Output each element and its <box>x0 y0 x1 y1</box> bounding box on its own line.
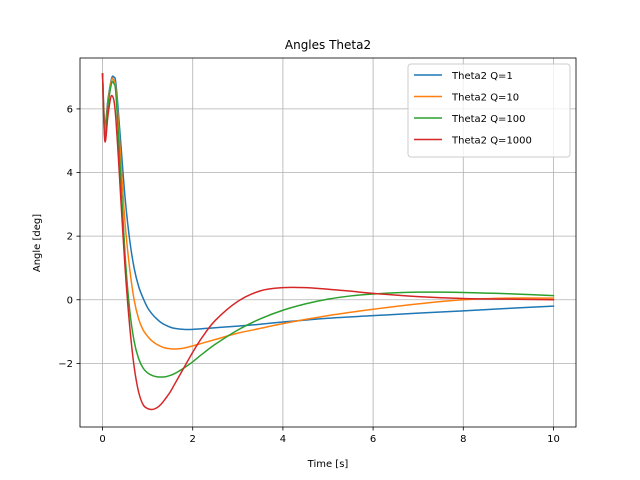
y-tick-label: −2 <box>58 359 73 370</box>
legend-label: Theta2 Q=1000 <box>451 136 532 147</box>
axis-ticks: 0 2 4 6 8 10 −2 0 2 4 6 <box>58 104 560 445</box>
x-axis-label: Time [s] <box>307 459 349 470</box>
series-lines <box>101 73 555 411</box>
y-tick-label: 6 <box>67 104 73 115</box>
x-tick-label: 6 <box>370 434 376 445</box>
x-tick-label: 0 <box>99 434 105 445</box>
y-tick-label: 0 <box>67 295 73 306</box>
x-tick-label: 4 <box>280 434 286 445</box>
legend-label: Theta2 Q=100 <box>451 114 526 125</box>
legend-box <box>407 63 571 158</box>
chart-title: Angles Theta2 <box>285 38 371 52</box>
series-line-4 <box>101 73 555 411</box>
legend-label: Theta2 Q=1 <box>451 71 513 82</box>
legend: Theta2 Q=1 Theta2 Q=10 Theta2 Q=100 Theta2 … <box>407 63 571 158</box>
x-tick-label: 10 <box>547 434 560 445</box>
y-tick-label: 2 <box>67 232 73 243</box>
legend-label: Theta2 Q=10 <box>451 93 519 104</box>
x-tick-label: 2 <box>190 434 196 445</box>
x-tick-label: 8 <box>460 434 466 445</box>
plot-frame <box>79 57 577 428</box>
y-tick-label: 4 <box>67 168 73 179</box>
series-line-3 <box>101 73 555 378</box>
y-axis-label: Angle [deg] <box>32 214 43 272</box>
